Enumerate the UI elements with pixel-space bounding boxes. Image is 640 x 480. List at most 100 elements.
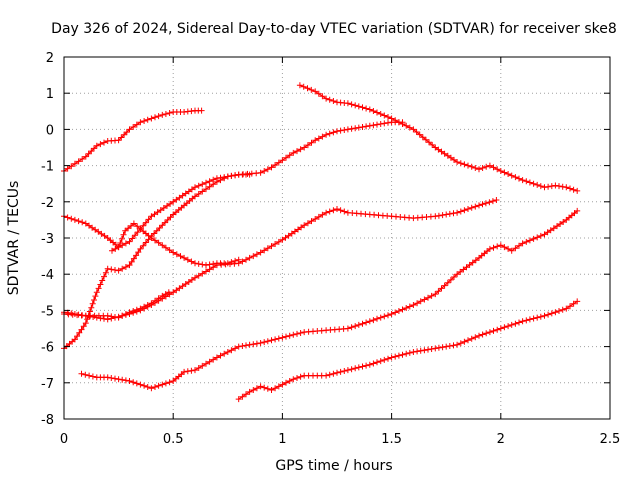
data-point (337, 368, 344, 375)
data-point (541, 231, 548, 238)
data-point (315, 90, 322, 97)
data-point (348, 324, 355, 331)
data-point (552, 182, 559, 189)
data-point (235, 396, 242, 403)
data-point (337, 207, 344, 214)
data-point (184, 368, 191, 375)
data-point (264, 338, 271, 345)
data-point (548, 310, 555, 317)
data-point (253, 251, 260, 258)
data-point (155, 113, 162, 120)
data-point (157, 207, 164, 214)
data-point (526, 237, 533, 244)
data-point (366, 122, 373, 129)
series-8 (109, 220, 242, 269)
data-point (392, 117, 399, 124)
data-point (425, 294, 431, 301)
data-point (92, 293, 99, 300)
data-point (301, 222, 308, 229)
data-point (497, 325, 504, 332)
data-point (472, 334, 479, 341)
data-point (334, 128, 340, 135)
data-point (188, 367, 195, 374)
data-point (272, 385, 279, 392)
data-point (142, 239, 149, 246)
data-point (439, 212, 446, 219)
data-point (120, 231, 127, 238)
data-point (184, 256, 191, 263)
data-point (64, 214, 71, 221)
series-4 (61, 197, 500, 323)
data-point (479, 165, 486, 171)
data-point (457, 340, 464, 347)
data-point (156, 225, 163, 231)
data-point (468, 204, 475, 211)
data-point (228, 259, 235, 266)
data-point (444, 279, 451, 286)
data-point (537, 313, 544, 320)
data-point (501, 324, 508, 331)
data-point (355, 103, 362, 110)
data-point (363, 105, 370, 112)
data-point (132, 232, 138, 239)
y-tick-label: -1 (41, 160, 54, 175)
data-point (421, 296, 428, 303)
data-point (419, 134, 426, 141)
y-tick-label: 1 (46, 87, 54, 102)
data-point (454, 159, 461, 165)
data-point (537, 232, 544, 239)
data-point (152, 297, 158, 304)
data-point (130, 124, 137, 130)
data-point (74, 333, 81, 340)
data-point (381, 313, 388, 320)
data-point (188, 186, 195, 193)
data-point (363, 123, 370, 130)
data-point (122, 264, 129, 270)
data-point (363, 319, 370, 326)
data-point (516, 242, 522, 249)
data-point (115, 314, 122, 321)
data-point (410, 349, 417, 355)
data-point (312, 216, 319, 222)
data-point (79, 219, 86, 226)
data-point (173, 251, 180, 258)
data-point (188, 258, 195, 265)
data-point (122, 377, 129, 384)
data-point (483, 330, 490, 337)
data-point (326, 208, 333, 215)
data-point (359, 124, 366, 130)
data-point (377, 358, 384, 365)
data-point (148, 115, 155, 122)
data-point (472, 165, 479, 171)
data-point (463, 264, 470, 271)
data-point (285, 232, 292, 239)
data-point (319, 211, 326, 218)
data-point (206, 358, 213, 365)
data-point (64, 165, 71, 172)
data-point (486, 162, 493, 169)
data-point (264, 166, 271, 173)
data-point (71, 336, 78, 343)
data-point (548, 183, 555, 190)
data-point (133, 252, 140, 259)
data-point (530, 235, 537, 242)
data-point (253, 385, 260, 392)
data-point (195, 191, 202, 197)
data-point (155, 295, 162, 302)
data-point (141, 303, 148, 310)
data-point (104, 312, 111, 319)
data-point (460, 266, 467, 273)
data-point (441, 282, 448, 289)
data-point (195, 365, 202, 371)
data-point (199, 188, 206, 195)
data-point (461, 161, 468, 168)
data-point (392, 309, 399, 316)
data-point (126, 309, 133, 316)
data-point (257, 169, 264, 176)
data-point (155, 239, 162, 246)
data-point (439, 344, 446, 351)
data-point (177, 253, 184, 260)
data-point (443, 211, 450, 218)
data-point (545, 183, 552, 190)
data-point (312, 88, 319, 95)
